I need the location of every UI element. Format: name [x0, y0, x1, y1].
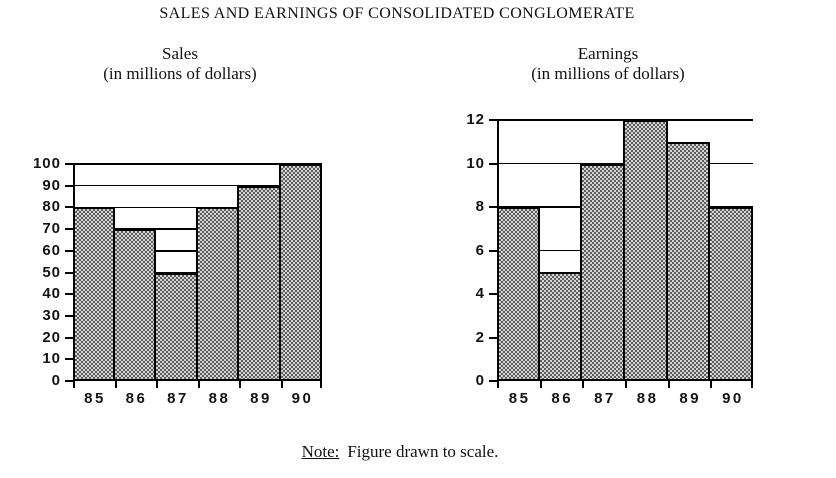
- y-axis-tick: [65, 206, 73, 209]
- y-axis-tick: [489, 162, 497, 165]
- y-tick-label: 80: [42, 198, 61, 216]
- bar-87: [154, 272, 198, 381]
- y-tick-label: 90: [42, 176, 61, 194]
- bar-86: [537, 272, 583, 381]
- x-axis-tick: [280, 381, 283, 388]
- earnings-chart-plot: 0 2 4 6 8 10 12 85 86 87 88 89 90: [466, 111, 753, 407]
- earnings-chart-title: Earnings: [577, 44, 639, 63]
- y-axis-tick: [65, 249, 73, 252]
- y-tick-label: 70: [42, 220, 61, 238]
- sales-chart-plot: 0 10 20 30 40 50 60 70 80 90 100 85 86 87 88 89 90: [33, 155, 322, 407]
- x-tick-label: 88: [636, 390, 659, 407]
- y-axis-tick: [65, 293, 73, 296]
- figure-note: Note: Figure drawn to scale.: [100, 442, 700, 462]
- y-tick-label: 8: [475, 198, 485, 215]
- x-tick-label: 89: [679, 390, 702, 407]
- x-axis-tick: [539, 381, 542, 388]
- earnings-chart-heading: Earnings (in millions of dollars): [498, 44, 718, 84]
- figure-title: SALES AND EARNINGS OF CONSOLIDATED CONGL…: [159, 5, 635, 22]
- y-tick-label: 10: [42, 350, 61, 368]
- x-axis-tick: [320, 381, 322, 388]
- bar-88: [623, 120, 668, 381]
- y-axis-tick: [489, 293, 497, 295]
- y-axis-tick: [489, 380, 497, 382]
- y-tick-label: 12: [466, 111, 485, 128]
- x-axis-tick: [751, 381, 753, 388]
- x-tick-label: 89: [250, 390, 272, 407]
- x-tick-label: 85: [508, 390, 531, 407]
- x-tick-label: 90: [291, 390, 314, 407]
- x-axis-tick: [582, 381, 585, 388]
- note-text: Figure drawn to scale.: [347, 442, 499, 461]
- x-axis-tick: [239, 381, 241, 388]
- y-axis-tick: [65, 336, 73, 339]
- bar-86: [112, 229, 156, 381]
- sales-chart-title: Sales: [162, 44, 198, 63]
- bar-90: [708, 207, 753, 381]
- y-axis-tick: [65, 228, 73, 231]
- y-tick-label: 30: [42, 306, 61, 324]
- earnings-chart-subtitle: (in millions of dollars): [531, 64, 685, 83]
- bar-87: [580, 163, 625, 381]
- x-axis-tick: [197, 381, 200, 388]
- bar-89: [237, 185, 281, 381]
- x-tick-label: 86: [551, 390, 574, 407]
- y-tick-label: 50: [42, 263, 61, 281]
- y-axis-tick: [65, 380, 73, 382]
- y-tick-label: 0: [51, 372, 61, 389]
- x-tick-label: 87: [594, 390, 616, 407]
- y-tick-label: 6: [475, 241, 485, 259]
- y-tick-label: 100: [32, 155, 61, 172]
- x-tick-label: 90: [722, 390, 744, 407]
- y-tick-label: 4: [475, 285, 485, 302]
- x-tick-label: 86: [125, 390, 148, 407]
- x-axis-tick: [497, 381, 499, 388]
- y-tick-label: 10: [466, 154, 485, 172]
- y-axis-tick: [65, 271, 73, 274]
- y-tick-label: 60: [42, 241, 61, 259]
- y-axis-tick: [489, 206, 497, 208]
- y-axis-tick: [65, 314, 73, 317]
- gridline: [73, 184, 322, 187]
- sales-chart-subtitle: (in millions of dollars): [103, 64, 257, 83]
- note-label: Note:: [301, 442, 340, 461]
- sales-chart-heading: Sales (in millions of dollars): [70, 44, 290, 84]
- y-tick-label: 2: [475, 328, 485, 346]
- bar-85: [497, 207, 540, 381]
- y-axis-tick: [65, 184, 73, 187]
- x-tick-label: 85: [84, 390, 106, 407]
- y-axis-tick: [65, 358, 73, 361]
- x-axis-tick: [710, 381, 713, 388]
- y-axis-tick: [65, 163, 73, 165]
- y-tick-label: 20: [42, 328, 61, 346]
- x-axis-tick: [73, 381, 75, 388]
- bar-88: [195, 207, 239, 381]
- y-axis-tick: [489, 336, 497, 339]
- x-tick-label: 87: [167, 390, 189, 407]
- bar-85: [73, 207, 115, 381]
- y-axis-tick: [489, 119, 497, 121]
- x-axis-tick: [156, 381, 158, 388]
- y-tick-label: 0: [475, 372, 485, 389]
- x-axis-tick: [667, 381, 670, 388]
- x-tick-label: 88: [208, 390, 231, 407]
- gridline: [73, 163, 322, 165]
- x-axis-tick: [114, 381, 117, 388]
- bar-89: [665, 141, 711, 381]
- x-axis-tick: [625, 381, 627, 388]
- y-tick-label: 40: [42, 285, 61, 303]
- bar-90: [278, 164, 322, 381]
- y-axis-tick: [489, 249, 497, 252]
